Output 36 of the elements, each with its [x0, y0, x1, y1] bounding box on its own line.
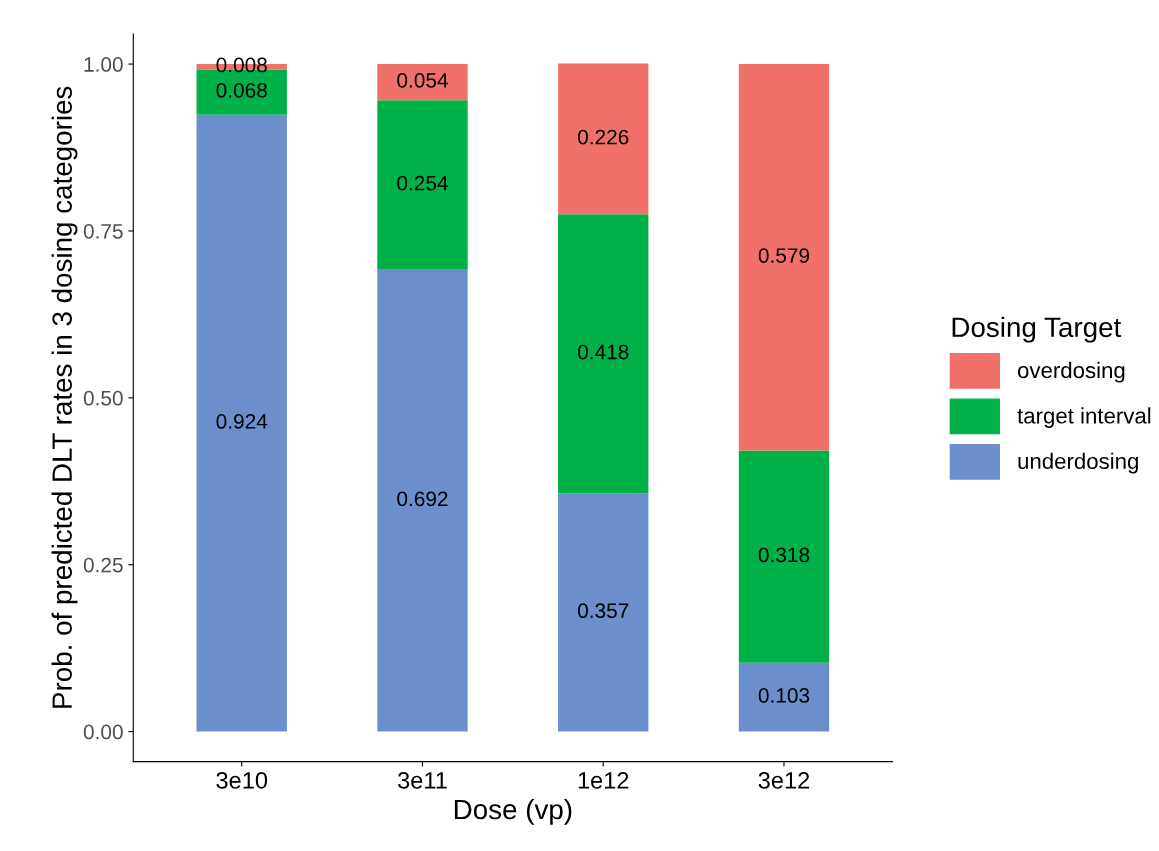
bar [558, 63, 649, 215]
y-tick-label: 0.25 [83, 557, 123, 573]
bar [558, 214, 649, 494]
bar [196, 114, 287, 732]
y-axis-title: Prob. of predicted DLT rates in 3 dosing categories [51, 86, 78, 708]
bar [738, 662, 830, 732]
bar [377, 64, 468, 101]
y-tick-label: 0.00 [83, 724, 123, 740]
data-label: 0.357 [577, 603, 629, 619]
x-tick-label: 3e11 [397, 771, 447, 789]
bar [738, 64, 830, 451]
data-label: 0.318 [758, 547, 810, 563]
data-label: 0.054 [397, 72, 448, 88]
bar [377, 269, 468, 732]
data-label: 0.226 [577, 129, 629, 145]
y-tick-label: 0.75 [83, 223, 123, 239]
y-tick-label: 0.50 [83, 390, 123, 406]
data-label: 0.068 [216, 82, 267, 98]
bar [558, 493, 649, 732]
data-label: 0.579 [758, 248, 810, 263]
legend-label: overdosing [1017, 361, 1125, 383]
data-label: 0.254 [397, 175, 448, 191]
data-label: 0.692 [397, 491, 448, 507]
legend-label: underdosing [1018, 452, 1138, 474]
legend-title: Dosing Target [952, 316, 1122, 343]
x-tick-label: 3e12 [758, 771, 810, 789]
x-axis-title: Dose (vp) [454, 798, 572, 825]
bar [377, 100, 468, 270]
legend-label: target interval [1017, 407, 1151, 429]
data-label: 0.418 [577, 344, 629, 360]
data-label: 0.924 [216, 414, 268, 429]
x-tick-label: 3e10 [216, 771, 268, 789]
x-tick-label: 1e12 [578, 771, 629, 789]
data-label: 0.103 [758, 688, 810, 703]
y-tick-label: 1.00 [84, 57, 123, 72]
bar [738, 450, 830, 663]
